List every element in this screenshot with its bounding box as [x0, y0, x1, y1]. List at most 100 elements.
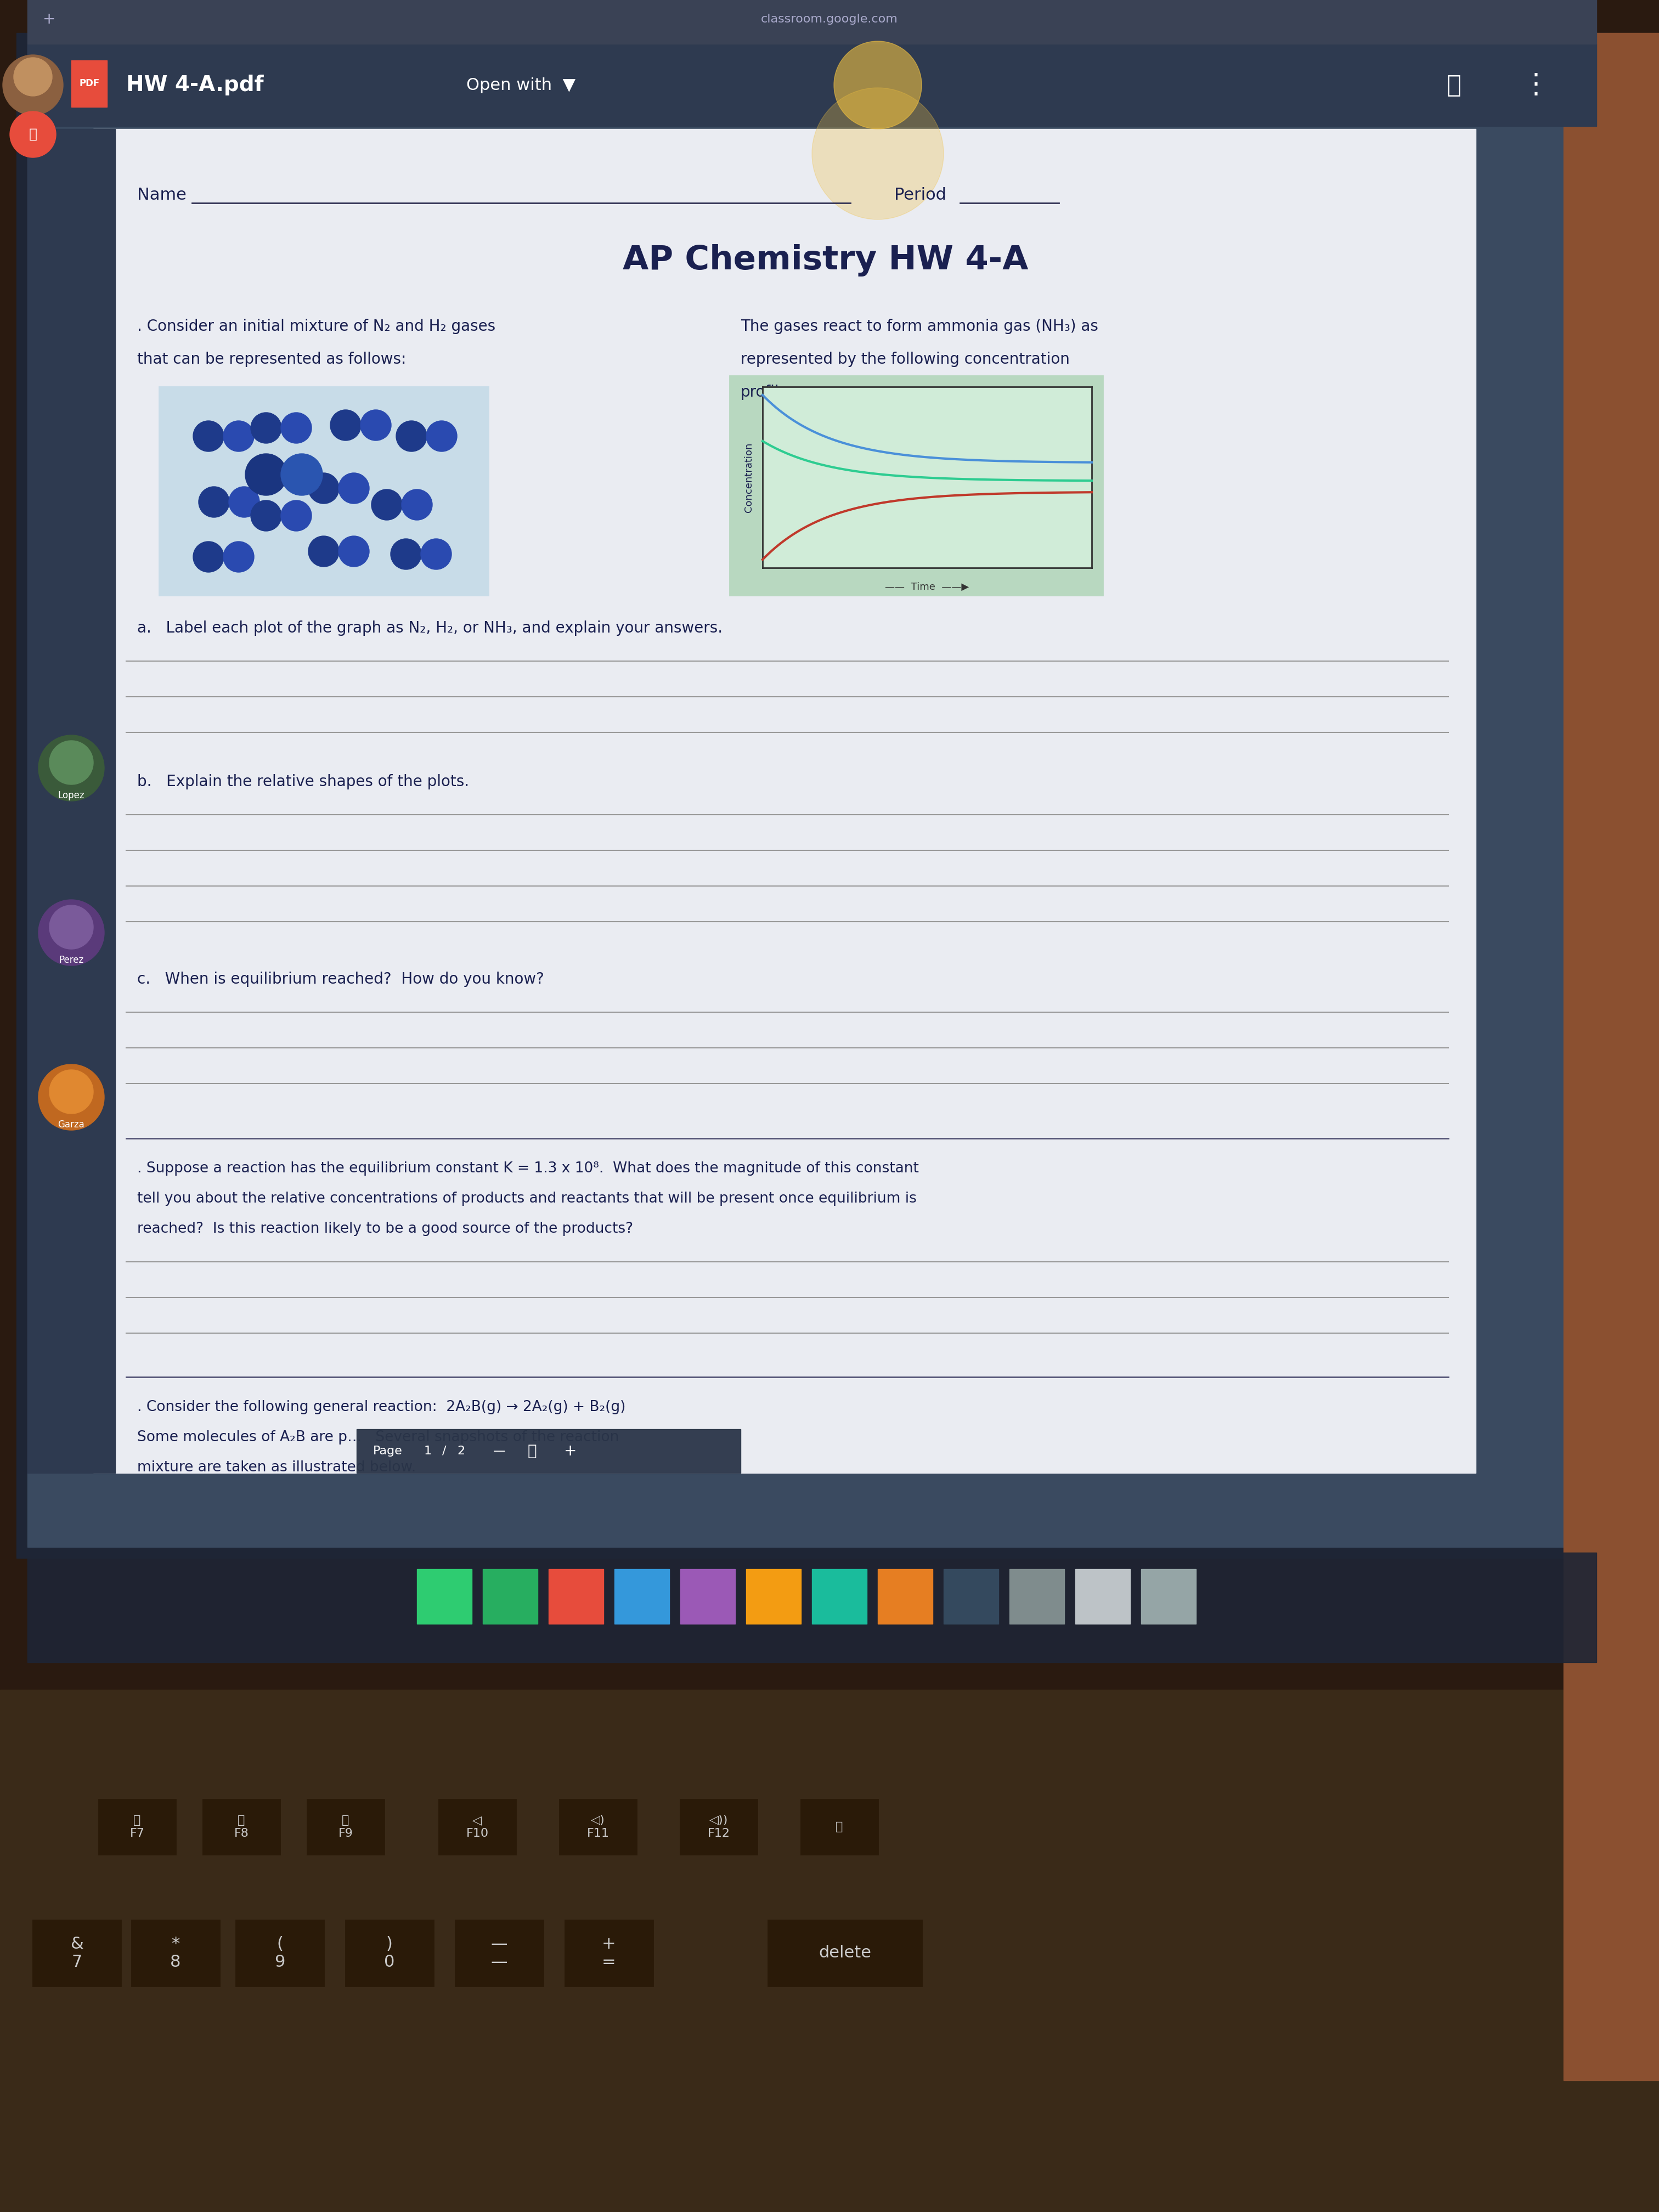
Text: Some molecules of A₂B are p…   Several snapshots of the reaction: Some molecules of A₂B are p… Several sna… [138, 1431, 619, 1444]
Bar [93, 128, 1477, 1473]
Text: )
0: ) 0 [385, 1936, 395, 1971]
Text: Concentration: Concentration [743, 442, 753, 513]
Circle shape [192, 542, 224, 573]
Bar [987, 2084, 1075, 2128]
Bar [1163, 2084, 1251, 2128]
Text: The gases react to form ammonia gas (NH₃) as: The gases react to form ammonia gas (NH₃… [740, 319, 1098, 334]
Text: Open with  ▼: Open with ▼ [466, 77, 576, 93]
Bar [1515, 2084, 1603, 2128]
Circle shape [50, 741, 93, 785]
Bar [202, 1798, 280, 1854]
Bar [1075, 2042, 1163, 2084]
Bar [987, 1909, 1075, 1953]
Text: *
8: * 8 [171, 1936, 181, 1971]
Circle shape [426, 420, 456, 451]
Bar [1603, 2042, 1659, 2084]
Bar [1603, 1909, 1659, 1953]
Text: ⏻: ⏻ [836, 1820, 843, 1832]
Text: +: + [43, 11, 56, 27]
Circle shape [199, 487, 229, 518]
Bar [1339, 2042, 1427, 2084]
Bar [1075, 1997, 1163, 2042]
Bar [1427, 2042, 1515, 2084]
Circle shape [3, 55, 63, 115]
Bar [1251, 2084, 1339, 2128]
Bar [71, 60, 106, 106]
Text: /: / [443, 1447, 446, 1455]
Bar [236, 1920, 324, 1986]
Bar [747, 1568, 801, 1624]
Text: Name: Name [138, 186, 186, 204]
Bar [33, 1920, 121, 1986]
Bar [566, 1920, 654, 1986]
Text: . Consider the following general reaction:  2A₂B(g) → 2A₂(g) + B₂(g): . Consider the following general reactio… [138, 1400, 625, 1413]
Bar [1427, 2084, 1515, 2128]
Circle shape [309, 473, 338, 504]
Bar [1009, 1568, 1065, 1624]
Bar [1075, 2084, 1163, 2128]
Bar [944, 1568, 999, 1624]
Text: ◁))
F12: ◁)) F12 [707, 1816, 730, 1838]
Text: tell you about the relative concentrations of products and reactants that will b: tell you about the relative concentratio… [138, 1192, 917, 1206]
Bar [307, 1798, 383, 1854]
Circle shape [50, 1071, 93, 1113]
Text: ⏮
F7: ⏮ F7 [129, 1816, 144, 1838]
Text: (
9: ( 9 [274, 1936, 285, 1971]
Bar [1515, 1909, 1603, 1953]
Circle shape [251, 500, 282, 531]
Circle shape [280, 414, 312, 442]
Text: ⎙: ⎙ [1447, 73, 1462, 97]
Text: Page: Page [373, 1447, 403, 1455]
Bar [1339, 2128, 1427, 2172]
Bar [1603, 1953, 1659, 1997]
Bar [1163, 1953, 1251, 1997]
Circle shape [224, 542, 254, 573]
Text: profile:: profile: [740, 385, 795, 400]
Bar [1075, 2128, 1163, 2172]
Bar [680, 1798, 757, 1854]
Text: c.   When is equilibrium reached?  How do you know?: c. When is equilibrium reached? How do y… [138, 971, 544, 987]
Bar [987, 2042, 1075, 2084]
Circle shape [38, 900, 105, 967]
Circle shape [372, 489, 401, 520]
Text: a.   Label each plot of the graph as N₂, H₂, or NH₃, and explain your answers.: a. Label each plot of the graph as N₂, H… [138, 622, 723, 635]
Bar [1427, 1865, 1515, 1909]
Bar [878, 1568, 932, 1624]
Text: +: + [564, 1444, 577, 1458]
Bar [1339, 1997, 1427, 2042]
Bar [1339, 1909, 1427, 1953]
Text: ⋮: ⋮ [1523, 71, 1550, 97]
Text: AP Chemistry HW 4-A: AP Chemistry HW 4-A [622, 243, 1029, 276]
Bar [1251, 2042, 1339, 2084]
Bar [1251, 1865, 1339, 1909]
Bar [100, 1798, 176, 1854]
Circle shape [338, 473, 370, 504]
Circle shape [338, 535, 370, 566]
Text: 🎤: 🎤 [28, 128, 36, 142]
Bar [768, 1920, 922, 1986]
Bar [28, 0, 1596, 44]
Text: &
7: & 7 [70, 1936, 83, 1971]
Text: 2: 2 [456, 1447, 465, 1455]
Circle shape [397, 420, 426, 451]
Bar [1251, 1953, 1339, 1997]
Bar [1163, 1909, 1251, 1953]
Circle shape [360, 409, 392, 440]
Text: Period: Period [894, 186, 946, 204]
Bar [1163, 2172, 1251, 2212]
Text: PDF: PDF [80, 77, 100, 88]
Text: —
—: — — [491, 1936, 508, 1971]
Bar [1427, 2172, 1515, 2212]
Text: that can be represented as follows:: that can be represented as follows: [138, 352, 406, 367]
Text: Perez: Perez [60, 956, 83, 964]
Text: Lopez: Lopez [58, 790, 85, 801]
Circle shape [421, 540, 451, 568]
Circle shape [834, 42, 922, 128]
Bar [1141, 1568, 1196, 1624]
Text: ⏯
F8: ⏯ F8 [234, 1816, 249, 1838]
Bar [28, 44, 1596, 126]
Bar [1251, 1909, 1339, 1953]
Bar [1339, 2084, 1427, 2128]
Bar [987, 1953, 1075, 1997]
Text: . Consider an initial mixture of N₂ and H₂ gases: . Consider an initial mixture of N₂ and … [138, 319, 496, 334]
